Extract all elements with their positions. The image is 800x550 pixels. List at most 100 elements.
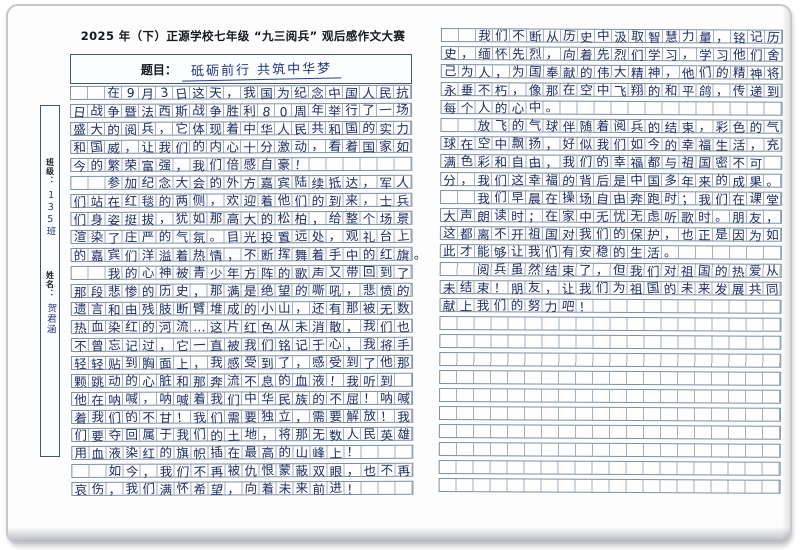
grid-cell: 再: [210, 464, 224, 480]
grid-cell: ，: [362, 192, 376, 208]
grid-row: 颗跳动的心脏和那奔流不息的血液！我听到: [71, 372, 414, 390]
grid-cell: 量: [698, 29, 713, 46]
grid-cell: 飞: [494, 117, 508, 134]
grid-cell: 双: [312, 463, 326, 479]
grid-cell: 我: [578, 280, 592, 297]
grid-cell: 那: [295, 426, 309, 443]
grid-cell: 们: [578, 153, 593, 170]
grid-cell: [441, 119, 458, 133]
grid-cell: 们: [494, 172, 508, 188]
grid-cell: 让: [141, 139, 155, 155]
grid-cell: 要: [244, 409, 258, 425]
grid-cell: ，: [158, 210, 172, 226]
grid-cell: [458, 191, 475, 205]
grid-cell: 们: [175, 464, 190, 480]
grid-cell: 。: [715, 208, 729, 225]
grid-cell: 满: [226, 283, 241, 300]
grid-cell: 时: [698, 209, 711, 225]
grid-cell: 成: [732, 174, 746, 190]
grid-cell: 的: [158, 228, 172, 245]
grid-cell: ！: [363, 390, 376, 407]
grid-row: 球在空中飘扬，好似我们如今的幸福生活，充: [440, 135, 783, 153]
grid-cell: 断: [260, 246, 274, 263]
grid-cell: 气: [766, 119, 780, 135]
grid-cell: 染: [108, 319, 121, 336]
grid-cell: 无: [630, 207, 644, 224]
grid-cell: 我: [596, 136, 610, 153]
grid-cell: 我: [362, 336, 377, 352]
grid-cell: 多: [663, 172, 678, 189]
grid-cell: 烈: [613, 46, 628, 63]
grid-cell: 的: [107, 122, 120, 138]
grid-cell: 共: [748, 281, 762, 298]
grid-cell: 的: [294, 282, 309, 299]
grid-cell: 兵: [493, 261, 507, 277]
grid-cell: 氛: [192, 229, 206, 246]
grid-cell: 姿: [107, 212, 121, 228]
grid-cell: 阅: [613, 117, 627, 134]
grid-cell: 飘: [511, 135, 525, 152]
grid-row: 我们不断从历史中汲取智慧力量，铭记历: [440, 28, 783, 46]
grid-cell: 面: [158, 355, 173, 372]
grid-cell: 努: [527, 297, 541, 314]
grid-cell: 那: [545, 83, 559, 99]
grid-cell: 轻: [91, 356, 104, 372]
grid-cell: 给: [328, 210, 343, 226]
grid-cell: 心: [142, 374, 155, 390]
grid-cell: 好: [562, 135, 576, 152]
grid-cell: 大: [613, 64, 627, 80]
grid-cell: 都: [460, 226, 473, 242]
grid-cell: 他: [74, 392, 87, 408]
grid-cell: 到: [327, 193, 342, 210]
grid-cell: ，: [544, 280, 558, 296]
grid-cell: 到: [766, 83, 780, 100]
grid-cell: 行: [345, 102, 359, 118]
grid-cell: 献: [442, 298, 456, 314]
grid-cell: 我: [629, 263, 643, 280]
grid-cell: 记: [749, 28, 763, 45]
grid-cell: 堆: [209, 300, 223, 317]
grid-cell: 喊: [124, 390, 139, 407]
grid-cell: 血: [295, 373, 308, 389]
grid-cell: 歌: [294, 265, 309, 282]
grid-cell: 液: [311, 372, 326, 389]
grid-cell: 着: [259, 193, 274, 209]
grid-cell: 。: [664, 244, 677, 260]
grid-cell: 对: [561, 226, 576, 243]
grid-cell: 我: [125, 480, 139, 497]
grid-cell: 整: [345, 210, 359, 226]
grid-cell: 。: [766, 173, 780, 190]
grid-cell: 的: [510, 297, 524, 314]
grid-cell: 观: [345, 227, 359, 244]
grid-cell: 们: [749, 47, 763, 63]
grid-cell: 分: [442, 172, 457, 189]
grid-cell: 有: [561, 243, 575, 260]
grid-cell: 解: [346, 408, 360, 424]
grid-cell: 旗: [175, 445, 190, 461]
grid-cell: 铭: [732, 30, 746, 46]
grid-cell: [72, 465, 89, 479]
grid-cell: 它: [176, 338, 189, 354]
grid-row: 他在呐喊，呐喊着我们中华民族的不屈！呐喊: [71, 390, 414, 408]
grid-cell: 念: [311, 85, 324, 101]
grid-cell: 然: [527, 261, 542, 278]
grid-cell: 开: [511, 226, 524, 243]
grid-cell: 屈: [345, 391, 360, 407]
grid-row: 和国威，让我们的内心十分激动，看着国家如: [70, 138, 413, 156]
title-label: 题目：: [140, 62, 177, 77]
grid-cell: 国: [647, 173, 661, 189]
grid-cell: 再: [396, 462, 411, 479]
grid-cell: 不: [477, 82, 491, 98]
grid-cell: 未: [294, 318, 309, 335]
grid-cell: 的: [511, 117, 525, 133]
grid-cell: 们: [630, 47, 644, 63]
grid-cell: 飞: [613, 83, 627, 99]
grid-cell: 束: [476, 280, 491, 296]
grid-cell: 无: [379, 301, 393, 317]
grid-cell: 翔: [630, 82, 644, 98]
grid-cell: 断: [528, 28, 543, 45]
grid-cell: 热: [73, 320, 88, 336]
grid-row: [438, 441, 781, 458]
grid-cell: 结: [664, 119, 678, 136]
grid-cell: 流: [175, 318, 189, 335]
